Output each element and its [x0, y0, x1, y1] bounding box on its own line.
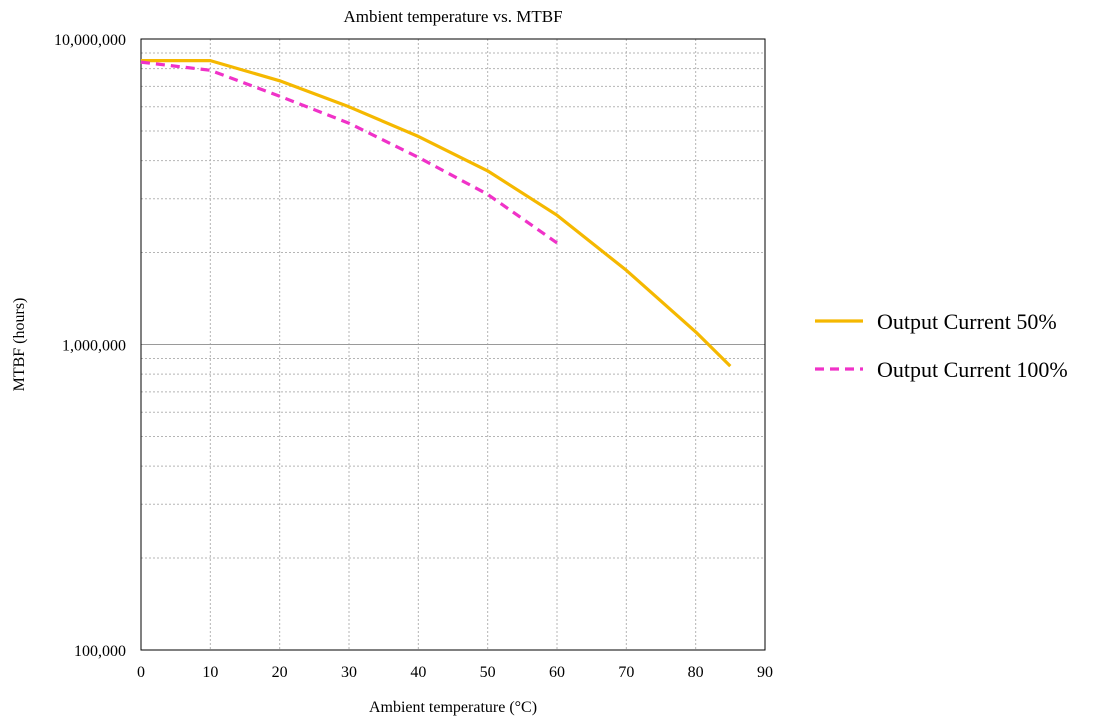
x-tick-label: 0	[137, 664, 145, 681]
x-tick-label: 90	[757, 664, 773, 681]
series-line-output-current-100	[140, 60, 558, 245]
x-tick-label: 60	[549, 664, 565, 681]
legend-label-output-current-100: Output Current 100%	[877, 357, 1068, 382]
grid	[141, 39, 765, 650]
y-tick-label: 1,000,000	[62, 338, 126, 355]
tick-labels: 0 10 20 30 40 50 60 70 80 90 100,000 1,000,000 10,00…	[54, 32, 773, 681]
x-tick-label: 70	[618, 664, 634, 681]
x-tick-label: 80	[688, 664, 704, 681]
chart-title: Ambient temperature vs. MTBF	[343, 7, 562, 26]
x-axis-title: Ambient temperature (°C)	[369, 699, 537, 716]
plot-area-frame	[140, 38, 766, 651]
legend-label-output-current-50: Output Current 50%	[877, 309, 1057, 334]
y-tick-label: 100,000	[74, 643, 126, 660]
x-tick-label: 30	[341, 664, 357, 681]
x-tick-label: 10	[202, 664, 218, 681]
legend: Output Current 50% Output Current 100%	[815, 309, 1068, 382]
y-axis-title: MTBF (hours)	[11, 298, 28, 392]
y-tick-label: 10,000,000	[54, 32, 126, 49]
x-tick-label: 50	[480, 664, 496, 681]
x-tick-label: 40	[410, 664, 426, 681]
x-tick-label: 20	[272, 664, 288, 681]
series-layer	[140, 58, 732, 368]
series-line-output-current-50	[141, 58, 732, 368]
